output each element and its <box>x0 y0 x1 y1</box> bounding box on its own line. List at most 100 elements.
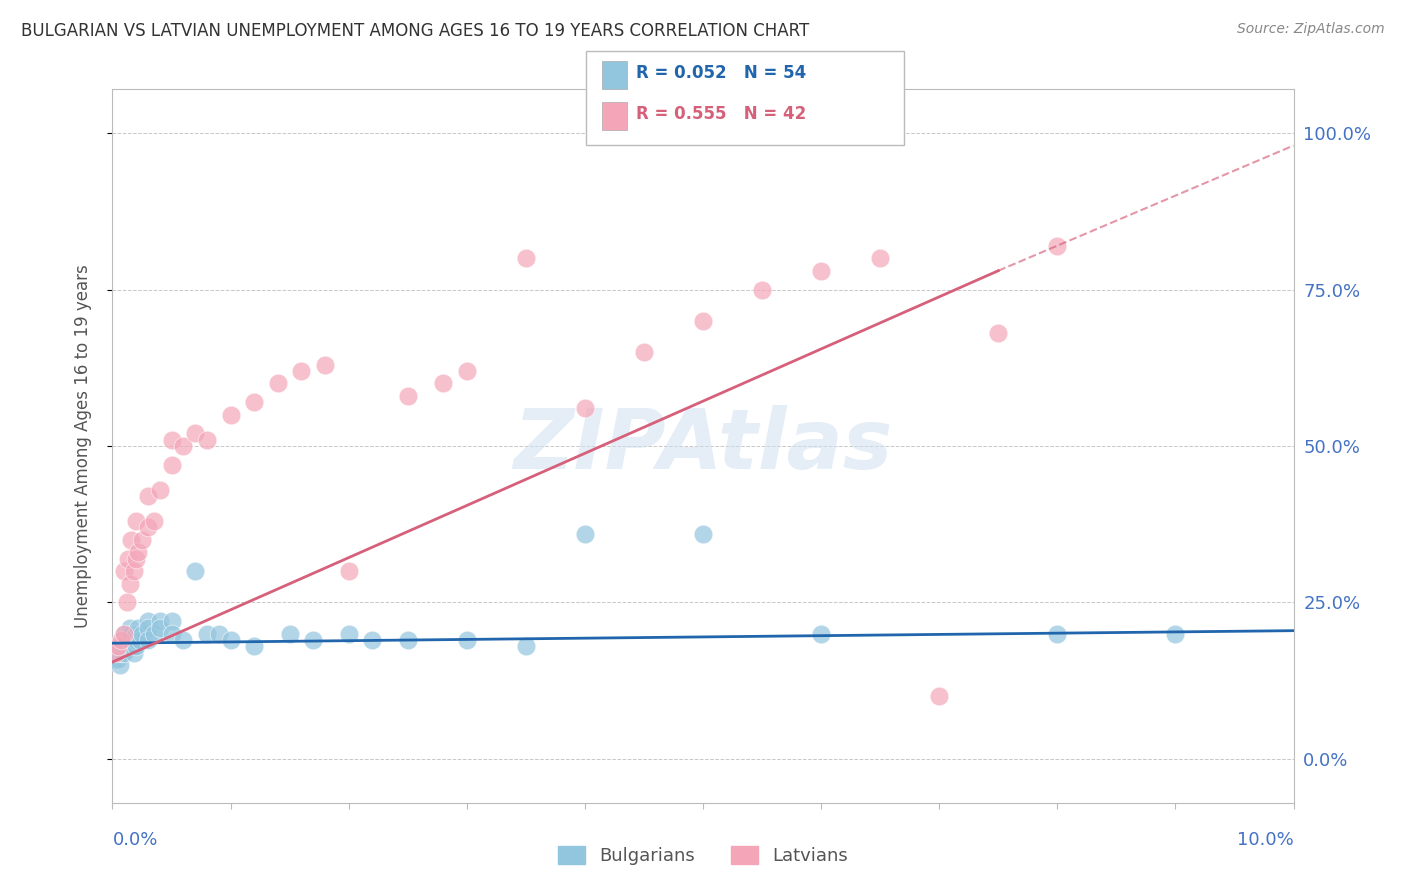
Point <box>125 514 148 528</box>
Point <box>121 640 143 654</box>
Point <box>112 627 135 641</box>
Point <box>117 640 139 654</box>
Point <box>160 627 183 641</box>
Point <box>120 533 142 547</box>
Y-axis label: Unemployment Among Ages 16 to 19 years: Unemployment Among Ages 16 to 19 years <box>73 264 91 628</box>
Point <box>184 564 207 578</box>
Point <box>987 326 1010 341</box>
Point <box>267 376 290 391</box>
Point <box>928 690 950 704</box>
Point <box>125 627 148 641</box>
Point <box>195 433 218 447</box>
Point <box>142 514 165 528</box>
Point <box>117 551 139 566</box>
Point <box>136 621 159 635</box>
Point <box>172 633 194 648</box>
Point <box>1046 238 1069 252</box>
Point <box>112 564 135 578</box>
Point <box>361 633 384 648</box>
Point <box>160 458 183 472</box>
Text: Source: ZipAtlas.com: Source: ZipAtlas.com <box>1237 22 1385 37</box>
Point <box>104 646 127 660</box>
Point <box>110 633 132 648</box>
Point <box>574 401 596 416</box>
Point <box>115 633 138 648</box>
Text: ZIPAtlas: ZIPAtlas <box>513 406 893 486</box>
Point <box>124 633 146 648</box>
Point <box>118 627 141 641</box>
Point <box>115 595 138 609</box>
Point <box>1164 627 1187 641</box>
Point <box>112 646 135 660</box>
Point <box>111 646 134 660</box>
Point <box>149 483 172 497</box>
Point <box>136 489 159 503</box>
Point <box>160 433 183 447</box>
Point <box>105 652 128 666</box>
Point <box>122 646 145 660</box>
Point <box>515 251 537 265</box>
Point <box>574 526 596 541</box>
Text: 0.0%: 0.0% <box>112 831 157 849</box>
Point <box>396 389 419 403</box>
Point <box>432 376 454 391</box>
Point <box>195 627 218 641</box>
Point <box>243 640 266 654</box>
Point <box>751 283 773 297</box>
Point <box>456 633 478 648</box>
Legend: Bulgarians, Latvians: Bulgarians, Latvians <box>550 838 856 872</box>
Point <box>112 633 135 648</box>
Point <box>105 646 128 660</box>
Point <box>456 364 478 378</box>
Point <box>108 658 131 673</box>
Point <box>515 640 537 654</box>
Point <box>1046 627 1069 641</box>
Point <box>131 627 153 641</box>
Point <box>184 426 207 441</box>
Point <box>243 395 266 409</box>
Point <box>127 545 149 559</box>
Point <box>290 364 312 378</box>
Point <box>208 627 231 641</box>
Point <box>112 633 135 648</box>
Point <box>302 633 325 648</box>
Point <box>136 633 159 648</box>
Point <box>120 621 142 635</box>
Point <box>219 408 242 422</box>
Point <box>633 345 655 359</box>
Point <box>219 633 242 648</box>
Point <box>120 627 142 641</box>
Text: R = 0.052   N = 54: R = 0.052 N = 54 <box>636 64 806 82</box>
Point <box>127 621 149 635</box>
Text: R = 0.555   N = 42: R = 0.555 N = 42 <box>636 105 806 123</box>
Point <box>125 640 148 654</box>
Point <box>172 439 194 453</box>
Point <box>869 251 891 265</box>
Point <box>160 614 183 628</box>
Point <box>692 526 714 541</box>
Text: 10.0%: 10.0% <box>1237 831 1294 849</box>
Point <box>128 633 150 648</box>
Point <box>337 564 360 578</box>
Point <box>120 633 142 648</box>
Point <box>110 640 132 654</box>
Point <box>112 627 135 641</box>
Point <box>149 614 172 628</box>
Point <box>278 627 301 641</box>
Point <box>142 627 165 641</box>
Point <box>125 633 148 648</box>
Point <box>396 633 419 648</box>
Point <box>810 264 832 278</box>
Point <box>122 564 145 578</box>
Point <box>810 627 832 641</box>
Point <box>105 646 128 660</box>
Point <box>136 614 159 628</box>
Point <box>136 520 159 534</box>
Point <box>692 314 714 328</box>
Point <box>112 640 135 654</box>
Point <box>314 358 336 372</box>
Point <box>107 640 129 654</box>
Point <box>125 627 148 641</box>
Point <box>131 533 153 547</box>
Point <box>107 652 129 666</box>
